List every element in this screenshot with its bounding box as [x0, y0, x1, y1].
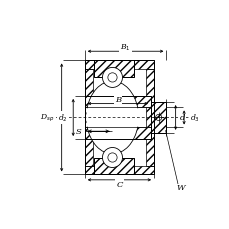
- Polygon shape: [150, 103, 166, 133]
- Text: W: W: [176, 183, 185, 191]
- Polygon shape: [94, 61, 134, 78]
- Polygon shape: [85, 61, 153, 70]
- Text: D$_{sp}$: D$_{sp}$: [40, 112, 55, 123]
- Text: B$_1$: B$_1$: [120, 42, 130, 53]
- Polygon shape: [85, 166, 153, 175]
- Ellipse shape: [86, 82, 138, 154]
- Text: d$_2$: d$_2$: [58, 112, 68, 124]
- Polygon shape: [85, 128, 150, 139]
- Polygon shape: [94, 158, 134, 175]
- Polygon shape: [85, 70, 93, 166]
- Circle shape: [102, 148, 122, 168]
- Text: d$_3$: d$_3$: [189, 112, 199, 124]
- Text: d: d: [179, 114, 184, 122]
- Text: S: S: [75, 128, 81, 136]
- Circle shape: [102, 68, 122, 88]
- Polygon shape: [85, 96, 150, 108]
- Text: C: C: [116, 180, 122, 188]
- Text: B: B: [114, 95, 120, 104]
- Polygon shape: [145, 70, 153, 166]
